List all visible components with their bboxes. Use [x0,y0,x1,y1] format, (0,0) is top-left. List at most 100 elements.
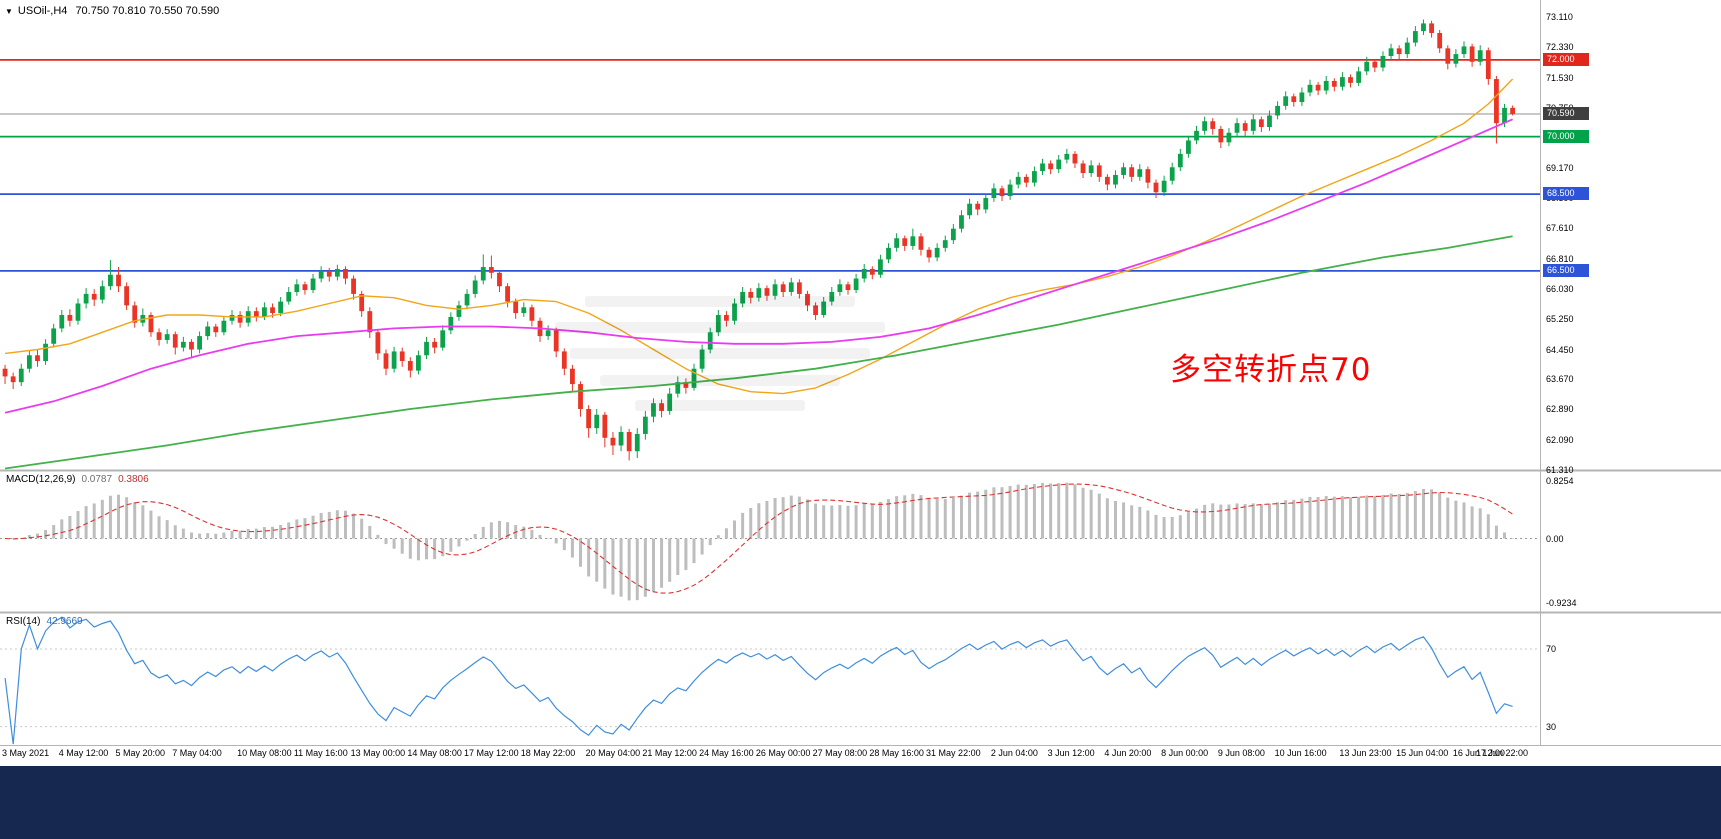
candle-body [805,293,810,306]
date-axis-label: 8 Jun 00:00 [1161,748,1209,758]
macd-histogram-bar [214,533,218,539]
macd-histogram-bar [684,538,688,571]
candle-body [1258,119,1264,127]
macd-histogram-bar [959,495,963,539]
chart-collapse-icon[interactable]: ▼ [5,7,13,16]
candle-body [1307,84,1313,93]
macd-histogram-bar [692,538,696,564]
candle-body [910,236,916,246]
macd-axis-label: 0.00 [1546,534,1564,544]
macd-histogram-bar [384,538,388,545]
macd-histogram-bar [595,538,599,582]
macd-histogram-bar [838,505,842,539]
macd-histogram-bar [878,501,882,539]
macd-histogram-bar [895,496,899,539]
macd-histogram-bar [416,538,420,561]
candle-body [343,268,348,279]
candle-body [1056,159,1062,170]
ma-slow-line [4,235,1513,470]
macd-histogram-bar [862,503,866,539]
candle-body [1461,46,1467,55]
ma-mid-line [4,118,1513,414]
price-axis-label: 62.090 [1546,435,1574,445]
candle-body [772,284,778,296]
macd-histogram-bar [295,519,299,539]
date-axis-label: 15 Jun 04:00 [1396,748,1449,758]
candle-body [853,278,859,291]
macd-histogram-bar [425,538,429,560]
candle-body [440,330,446,348]
date-axis-label: 13 May 00:00 [350,748,406,758]
macd-histogram-bar [3,538,7,539]
candle-body [983,197,989,210]
macd-histogram-bar [716,535,720,539]
macd-axis-label: -0.9234 [1546,598,1577,608]
candle-body [740,291,746,304]
candle-body [1283,96,1289,106]
price-axis-label: 65.250 [1546,314,1574,324]
candle-body [561,351,567,369]
candle-body [1502,107,1507,124]
candle-body [991,188,997,198]
macd-histogram-bar [603,538,607,589]
macd-histogram-bar [554,538,558,544]
watermark-line [635,400,805,411]
macd-histogram-bar [822,505,826,539]
macd-histogram-bar [441,538,445,557]
macd-histogram-bar [408,538,412,559]
macd-histogram-bar [1397,493,1401,539]
macd-histogram-bar [173,525,177,539]
candle-body [975,203,981,210]
date-axis-label: 7 May 04:00 [172,748,222,758]
candle-body [148,314,154,333]
annotation-text[interactable]: 多空转折点70 [1170,352,1372,388]
macd-histogram-bar [489,522,493,539]
candle-body [659,403,664,411]
price-axis-label: 66.810 [1546,254,1574,264]
macd-histogram-bar [125,497,129,539]
macd-histogram-bar [830,505,834,539]
candle-body [270,307,275,314]
candle-body [724,314,729,321]
macd-histogram-bar [400,538,404,554]
candle-body [432,341,438,348]
candle-body [553,330,559,352]
candle-body [416,355,421,371]
date-axis-label: 28 May 16:00 [869,748,924,758]
macd-histogram-bar [141,505,145,539]
candle-body [221,320,227,333]
candle-body [691,368,697,388]
candle-body [1477,50,1483,62]
macd-histogram-bar [1122,502,1126,539]
macd-histogram-bar [311,515,315,539]
macd-histogram-bar [1170,516,1174,539]
macd-histogram-bar [1162,517,1166,539]
candle-body [675,382,681,394]
candle-body [1494,79,1499,124]
date-axis-label: 27 May 08:00 [812,748,868,758]
macd-histogram-bar [765,500,769,539]
macd-histogram-bar [360,518,364,539]
macd-histogram-bar [911,493,915,539]
macd-histogram-bar [1130,505,1134,539]
price-axis-label: 66.030 [1546,284,1574,294]
chart-ohlc-values: 70.750 70.810 70.550 70.590 [75,5,220,17]
macd-histogram-bar [27,535,31,539]
date-axis-label: 9 Jun 08:00 [1217,748,1265,758]
candle-body [383,353,389,369]
candle-body [456,305,462,317]
chart-canvas[interactable] [0,0,1721,766]
macd-histogram-bar [676,538,680,576]
macd-histogram-bar [1113,500,1117,539]
candle-body [132,305,138,323]
candle-body [326,270,332,277]
candle-body [10,376,16,383]
macd-histogram-bar [749,508,753,539]
watermark-line [585,296,855,307]
candle-body [83,293,89,304]
candle-body [91,293,97,300]
candle-body [108,274,113,287]
candle-body [764,288,770,296]
macd-histogram-bar [1470,506,1474,539]
macd-histogram-bar [368,525,372,539]
